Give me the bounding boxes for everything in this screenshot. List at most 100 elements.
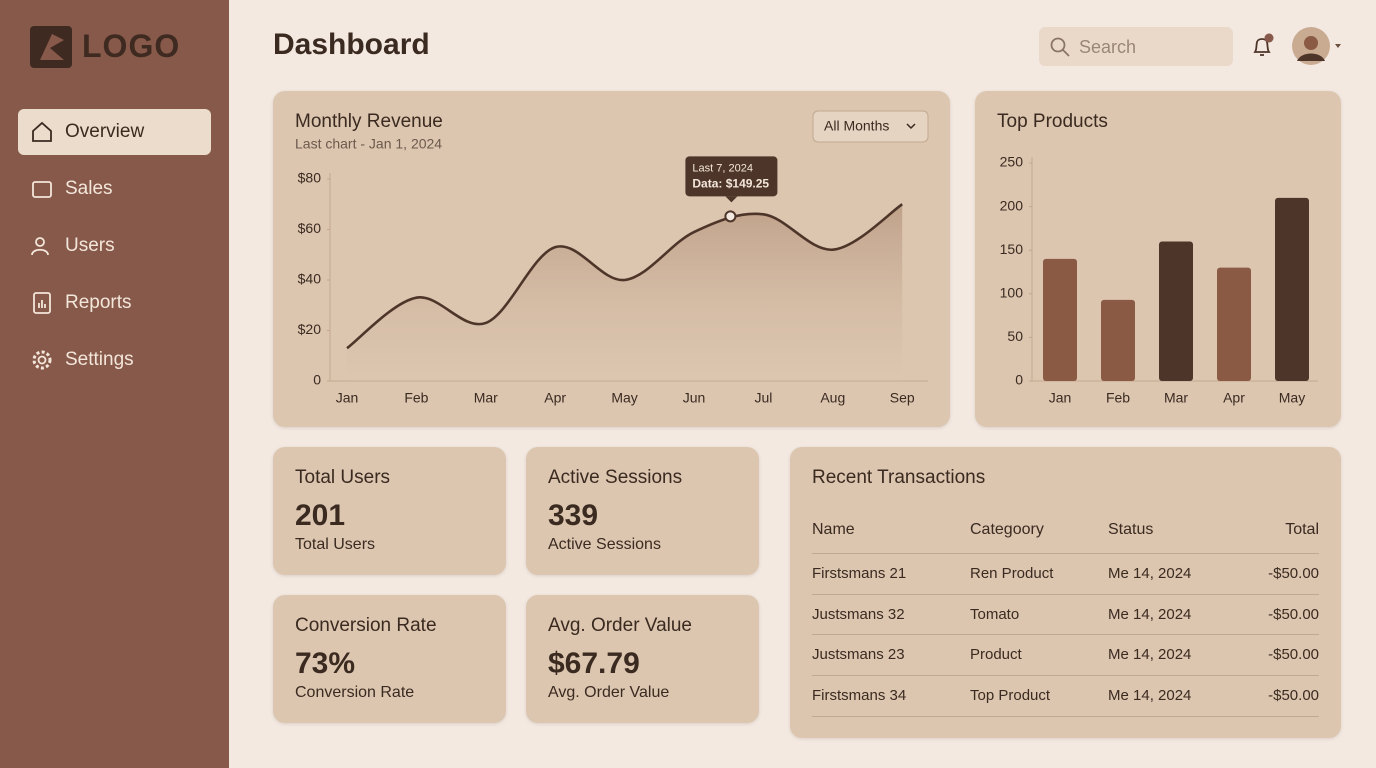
- x-tick-label: Apr: [544, 390, 566, 406]
- row-divider: [812, 715, 1319, 717]
- tooltip-text: Data: $149.25: [692, 177, 769, 191]
- revenue-card: Monthly Revenue Last chart - Jan 1, 2024…: [273, 91, 950, 427]
- nav-icon: [32, 181, 52, 198]
- stat-value: $67.79: [548, 647, 640, 680]
- table-cell: Top Product: [970, 687, 1051, 705]
- transactions-card: Recent Transactions Name Categoory Status T…: [790, 447, 1341, 738]
- column-header: Categoory: [970, 521, 1044, 538]
- table-cell: Justsmans 23: [812, 646, 905, 664]
- x-tick-label: May: [1279, 390, 1305, 406]
- search-icon: [1050, 37, 1070, 57]
- row-divider: [812, 593, 1319, 595]
- nav-item[interactable]: Overview: [18, 109, 211, 155]
- stat-title: Active Sessions: [548, 467, 683, 488]
- nav-icon: [32, 121, 52, 142]
- tooltip-text: Last 7, 2024: [692, 162, 753, 174]
- x-tick-label: Jun: [683, 390, 706, 406]
- column-header: Name: [812, 521, 855, 538]
- area: [347, 204, 903, 381]
- chart-subtitle: Last chart - Jan 1, 2024: [295, 136, 442, 152]
- y-tick-label: 50: [1007, 328, 1023, 344]
- x-tick-label: Aug: [820, 390, 845, 406]
- column-header: Status: [1108, 521, 1154, 538]
- nav-label: Settings: [65, 349, 134, 370]
- tooltip-pointer: [725, 196, 738, 203]
- row-divider: [812, 675, 1319, 677]
- bar: [1275, 197, 1309, 381]
- stat-value: 73%: [295, 647, 356, 680]
- sidebar: LOGO Overview Sales Users Reports Settin…: [0, 0, 229, 768]
- x-tick-label: Jan: [1049, 390, 1072, 406]
- row-divider: [812, 553, 1319, 554]
- x-tick-label: Mar: [474, 390, 498, 406]
- stat-label: Conversion Rate: [295, 684, 415, 701]
- stat-title: Avg. Order Value: [548, 615, 692, 636]
- table-cell: Me 14, 2024: [1108, 565, 1192, 582]
- nav-label: Sales: [65, 178, 113, 199]
- nav-icon: [31, 237, 49, 256]
- nav-item[interactable]: Reports: [18, 280, 211, 326]
- x-tick-label: Mar: [1164, 390, 1188, 406]
- products-card: Top Products 0 50 100 150 200 250 Jan Feb Mar Apr…: [975, 91, 1341, 427]
- table-cell: -$50.00: [1268, 565, 1319, 582]
- line-chart: Monthly Revenue Last chart - Jan 1, 2024…: [295, 110, 929, 406]
- y-tick-label: 150: [1000, 241, 1024, 257]
- y-tick-label: $20: [298, 321, 322, 337]
- avatar[interactable]: [1291, 25, 1345, 67]
- bar: [1043, 258, 1077, 381]
- stat-title: Total Users: [295, 467, 391, 488]
- stat-value: 201: [295, 499, 346, 532]
- stat-label: Total Users: [295, 536, 376, 553]
- bar: [1159, 241, 1193, 381]
- y-tick-label: 100: [1000, 285, 1024, 301]
- search-placeholder: Search: [1079, 37, 1137, 57]
- y-tick-label: $80: [298, 170, 322, 186]
- table-cell: Product: [970, 646, 1022, 664]
- y-tick-label: 200: [1000, 197, 1024, 213]
- bar-chart: Top Products 0 50 100 150 200 250 Jan Feb Mar Apr…: [997, 111, 1318, 406]
- x-tick-label: Feb: [1106, 390, 1130, 406]
- y-tick-label: $60: [298, 220, 322, 236]
- stat-label: Active Sessions: [548, 536, 661, 553]
- page-title: Dashboard: [273, 28, 430, 61]
- y-tick-label: $40: [298, 271, 322, 287]
- chart-title: Monthly Revenue: [295, 111, 443, 132]
- chart-title: Top Products: [997, 111, 1108, 132]
- x-tick-label: Apr: [1223, 390, 1245, 406]
- table-cell: Firstsmans 34: [812, 687, 907, 705]
- stat-value: 339: [548, 499, 599, 532]
- logo-text: LOGO: [82, 28, 181, 64]
- nav-item[interactable]: Users: [18, 223, 211, 269]
- stat-card: Active Sessions 339 Active Sessions: [526, 447, 759, 575]
- x-tick-label: Jan: [336, 390, 359, 406]
- logo-icon: [30, 26, 72, 68]
- bar: [1101, 299, 1135, 381]
- table-cell: -$50.00: [1268, 687, 1319, 705]
- table-cell: -$50.00: [1268, 605, 1319, 623]
- x-tick-label: May: [611, 390, 637, 406]
- filter-label: All Months: [824, 118, 889, 134]
- search-box[interactable]: Search: [1039, 27, 1233, 66]
- line: [346, 203, 903, 350]
- filter-dropdown[interactable]: [812, 110, 929, 143]
- bar: [1217, 267, 1251, 381]
- nav-item[interactable]: Sales: [18, 166, 211, 212]
- nav-icon: [32, 350, 52, 370]
- table-cell: Ren Product: [970, 565, 1054, 582]
- tooltip: [685, 156, 778, 197]
- stat-card: Conversion Rate 73% Conversion Rate: [273, 595, 506, 723]
- table-cell: Tomato: [970, 605, 1020, 623]
- table-cell: Me 14, 2024: [1108, 605, 1192, 623]
- table-title: Recent Transactions: [812, 467, 986, 488]
- y-tick-label: 0: [1015, 372, 1023, 388]
- notification-bell[interactable]: [1250, 32, 1276, 60]
- nav-item[interactable]: Settings: [18, 337, 211, 383]
- row-divider: [812, 634, 1319, 636]
- nav-label: Overview: [65, 121, 145, 142]
- table-cell: Me 14, 2024: [1108, 646, 1192, 664]
- stat-card: Avg. Order Value $67.79 Avg. Order Value: [526, 595, 759, 723]
- stat-card: Total Users 201 Total Users: [273, 447, 506, 575]
- dropdown-caret: [906, 123, 916, 130]
- x-tick-label: Jul: [754, 390, 772, 406]
